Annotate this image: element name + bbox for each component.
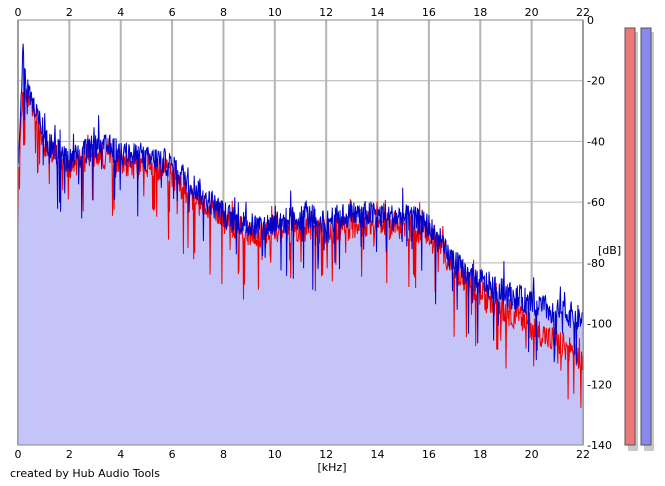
- y-tick-label: -100: [587, 318, 612, 331]
- x-tick-label-bottom: 2: [66, 448, 73, 461]
- y-tick-label: 0: [587, 14, 594, 27]
- x-tick-label-bottom: 22: [576, 448, 590, 461]
- tick-labels: 002244668810101212141416161818202022220-…: [15, 6, 612, 461]
- x-tick-label-top: 6: [169, 6, 176, 19]
- plot-frame: [17, 19, 584, 446]
- x-tick-label-top: 14: [371, 6, 385, 19]
- y-tick-label: -80: [587, 257, 605, 270]
- series-line-right-channel: [17, 43, 584, 366]
- x-tick-label-bottom: 10: [268, 448, 282, 461]
- level-meter-left: [624, 27, 636, 446]
- x-tick-label-top: 8: [220, 6, 227, 19]
- y-tick-label: -20: [587, 75, 605, 88]
- x-tick-label-bottom: 18: [473, 448, 487, 461]
- x-tick-label-top: 4: [117, 6, 124, 19]
- y-tick-label: -140: [587, 439, 612, 452]
- credit-text: created by Hub Audio Tools: [10, 467, 160, 480]
- x-tick-label-top: 12: [319, 6, 333, 19]
- x-tick-label-top: 16: [422, 6, 436, 19]
- x-tick-label-top: 22: [576, 6, 590, 19]
- x-tick-label-top: 18: [473, 6, 487, 19]
- x-axis-label: [kHz]: [318, 461, 347, 474]
- x-tick-label-top: 2: [66, 6, 73, 19]
- y-tick-label: -60: [587, 196, 605, 209]
- x-tick-label-bottom: 14: [371, 448, 385, 461]
- x-tick-label-bottom: 16: [422, 448, 436, 461]
- x-tick-label-bottom: 8: [220, 448, 227, 461]
- x-tick-label-bottom: 6: [169, 448, 176, 461]
- x-tick-label-bottom: 12: [319, 448, 333, 461]
- x-tick-label-top: 10: [268, 6, 282, 19]
- x-tick-label-bottom: 4: [117, 448, 124, 461]
- y-tick-label: -120: [587, 378, 612, 391]
- series-layer: [17, 43, 584, 408]
- y-axis-label: [dB]: [598, 244, 621, 257]
- x-tick-label-bottom: 0: [15, 448, 22, 461]
- x-tick-label-bottom: 20: [525, 448, 539, 461]
- y-tick-label: -40: [587, 135, 605, 148]
- level-meter-right: [640, 27, 652, 446]
- x-tick-label-top: 0: [15, 6, 22, 19]
- x-tick-label-top: 20: [525, 6, 539, 19]
